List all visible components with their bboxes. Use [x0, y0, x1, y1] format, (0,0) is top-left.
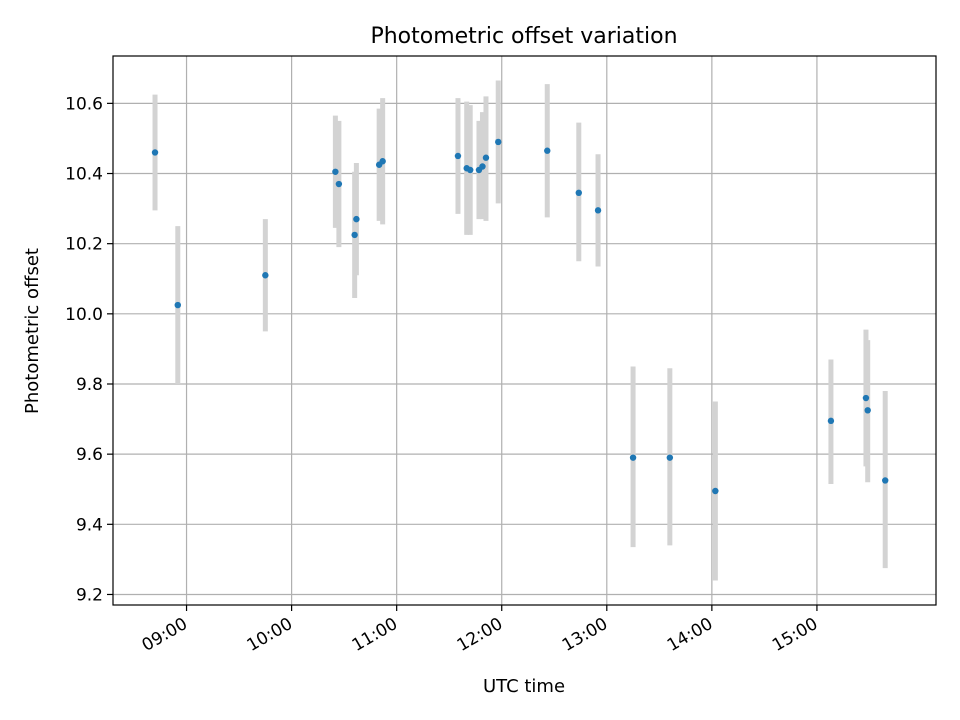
y-tick-label: 10.4 — [65, 165, 103, 185]
y-tick-label: 9.4 — [76, 515, 103, 535]
data-point — [467, 166, 474, 174]
y-axis-label: Photometric offset — [22, 248, 43, 414]
plot-area-frame — [112, 55, 937, 606]
data-point — [379, 158, 386, 165]
data-point — [544, 147, 551, 154]
data-point — [666, 454, 674, 461]
x-axis-label: UTC time — [483, 676, 565, 697]
y-tick-label: 9.8 — [76, 375, 103, 395]
data-point — [862, 394, 870, 402]
data-point — [882, 477, 889, 484]
y-tick-label: 10.6 — [65, 94, 103, 114]
data-point — [332, 168, 339, 175]
data-point — [629, 454, 637, 461]
data-point — [353, 215, 360, 223]
data-point — [827, 417, 835, 425]
gridlines — [113, 56, 936, 605]
y-tick-label: 9.6 — [76, 445, 103, 465]
y-tick-label: 10.2 — [65, 235, 103, 255]
data-point — [864, 407, 871, 414]
data-point — [575, 189, 582, 197]
data-point — [712, 487, 719, 495]
data-point — [454, 152, 462, 160]
y-tick-label: 9.2 — [76, 585, 103, 605]
data-point — [495, 138, 502, 146]
data-point — [335, 180, 343, 188]
chart-title: Photometric offset variation — [370, 24, 677, 49]
data-points — [151, 138, 889, 495]
y-axis-ticks: 9.2 9.4 9.6 9.8 10.0 10.2 10.4 10.6 — [65, 94, 113, 605]
data-point — [479, 163, 486, 170]
data-point — [151, 149, 159, 156]
data-point — [262, 272, 269, 279]
data-point — [174, 301, 181, 309]
data-point — [351, 231, 358, 239]
data-point — [482, 154, 490, 161]
data-point — [594, 207, 602, 214]
y-tick-label: 10.0 — [65, 305, 103, 325]
